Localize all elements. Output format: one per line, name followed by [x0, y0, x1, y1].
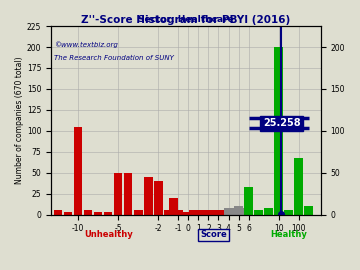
Bar	[179, 212, 188, 215]
Bar	[169, 198, 177, 215]
Text: Healthy: Healthy	[270, 230, 307, 239]
Bar	[212, 212, 220, 215]
Bar	[104, 212, 112, 215]
Text: Sector: Healthcare: Sector: Healthcare	[138, 15, 234, 24]
Bar	[214, 210, 223, 215]
Bar	[217, 212, 225, 215]
Bar	[134, 210, 143, 215]
Bar	[204, 210, 213, 215]
Bar	[199, 212, 208, 215]
Bar	[64, 212, 72, 215]
Bar	[174, 210, 183, 215]
Bar	[192, 212, 200, 215]
Bar	[209, 210, 218, 215]
Bar	[239, 208, 248, 215]
Bar	[234, 206, 243, 215]
Text: Score: Score	[200, 230, 227, 239]
Bar	[94, 212, 102, 215]
Bar	[244, 187, 253, 215]
Bar	[222, 212, 230, 215]
Bar	[154, 181, 163, 215]
Bar	[184, 212, 193, 215]
Bar	[54, 210, 62, 215]
Y-axis label: Number of companies (670 total): Number of companies (670 total)	[15, 56, 24, 184]
Bar	[305, 206, 313, 215]
Bar	[197, 210, 205, 215]
Title: Z''-Score Histogram for PBYI (2016): Z''-Score Histogram for PBYI (2016)	[81, 15, 291, 25]
Bar	[74, 127, 82, 215]
Bar	[202, 210, 210, 215]
Bar	[186, 212, 195, 215]
Bar	[194, 212, 203, 215]
Bar	[124, 173, 132, 215]
Bar	[182, 212, 190, 215]
Bar	[219, 210, 228, 215]
Bar	[229, 208, 238, 215]
Bar	[224, 208, 233, 215]
Bar	[284, 210, 293, 215]
Text: The Research Foundation of SUNY: The Research Foundation of SUNY	[54, 55, 174, 61]
Text: Unhealthy: Unhealthy	[84, 230, 132, 239]
Text: 25.258: 25.258	[263, 118, 301, 128]
Bar	[84, 210, 93, 215]
Bar	[189, 210, 198, 215]
Bar	[294, 158, 303, 215]
Bar	[207, 212, 215, 215]
Bar	[264, 208, 273, 215]
Bar	[274, 47, 283, 215]
Bar	[177, 212, 185, 215]
Bar	[164, 210, 172, 215]
Text: ©www.textbiz.org: ©www.textbiz.org	[54, 41, 118, 48]
Bar	[114, 173, 122, 215]
Bar	[254, 210, 263, 215]
Bar	[144, 177, 153, 215]
